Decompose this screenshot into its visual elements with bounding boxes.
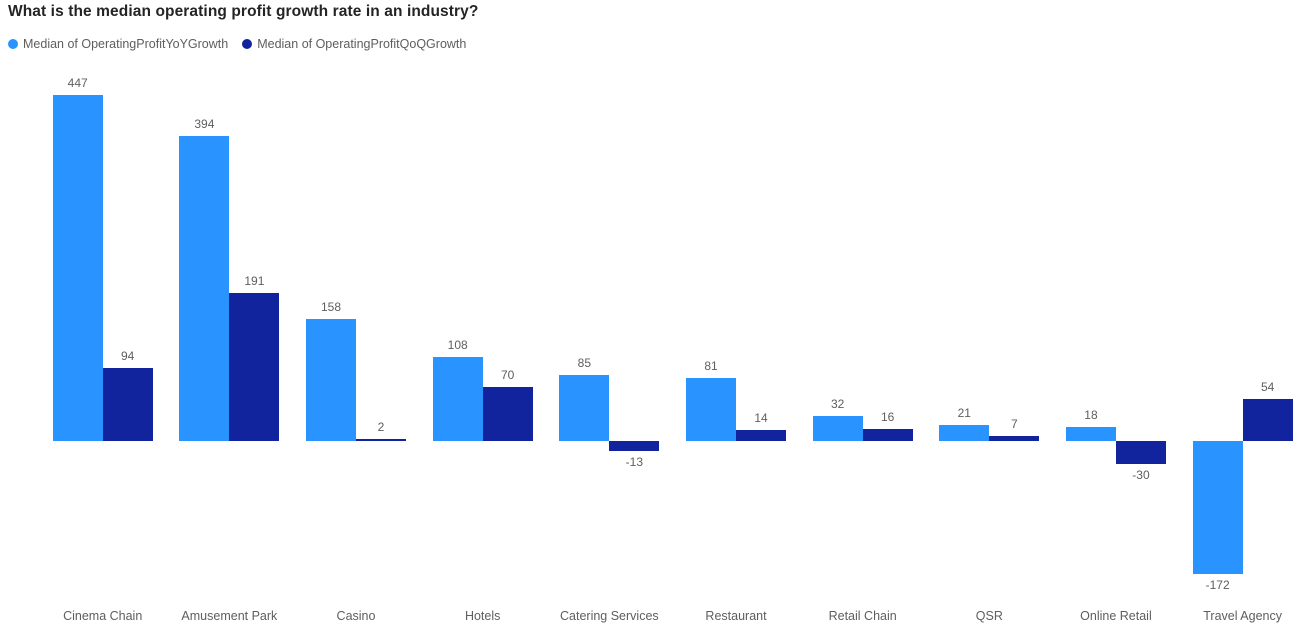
legend-label-yoy: Median of OperatingProfitYoYGrowth: [23, 37, 229, 51]
bar[interactable]: [862, 428, 913, 441]
bar[interactable]: [1192, 441, 1243, 575]
bar[interactable]: [306, 318, 357, 441]
chart-title: What is the median operating profit grow…: [8, 3, 479, 20]
bar[interactable]: [1115, 441, 1166, 465]
value-label: 447: [67, 75, 88, 90]
category-label: Cinema Chain: [63, 609, 143, 623]
value-label: 16: [880, 409, 895, 424]
value-label: 94: [121, 349, 135, 364]
bar[interactable]: [812, 416, 863, 441]
bar[interactable]: [432, 357, 483, 441]
bar[interactable]: [482, 386, 533, 441]
value-label: 394: [194, 117, 215, 131]
value-label: -13: [625, 455, 643, 470]
bar[interactable]: [229, 293, 280, 441]
bar[interactable]: [102, 368, 153, 441]
bar[interactable]: [609, 441, 660, 452]
category-label: Hotels: [464, 609, 501, 623]
value-label: 14: [754, 411, 768, 426]
value-label: 70: [500, 367, 515, 382]
value-label: -172: [1205, 578, 1230, 593]
legend-label-qoq: Median of OperatingProfitQoQGrowth: [257, 37, 467, 51]
value-label: 191: [244, 274, 265, 289]
bar[interactable]: [52, 94, 103, 441]
value-label: 85: [577, 356, 591, 371]
value-label: 7: [1010, 416, 1018, 431]
category-label: Travel Agency: [1203, 609, 1282, 623]
bar[interactable]: [686, 378, 736, 441]
legend-dot-qoq-icon: [242, 39, 253, 49]
value-label: 54: [1260, 380, 1275, 395]
category-label: Retail Chain: [828, 609, 897, 623]
category-label: Restaurant: [705, 609, 767, 623]
value-label: 2: [377, 420, 385, 435]
bar[interactable]: [736, 430, 786, 441]
chart-legend: Median of OperatingProfitYoYGrowth Media…: [8, 37, 466, 51]
value-label: 158: [321, 299, 342, 314]
bar[interactable]: [179, 136, 230, 441]
bar[interactable]: [356, 439, 407, 441]
value-label: -30: [1132, 468, 1150, 483]
category-label: Online Retail: [1080, 609, 1152, 623]
legend-dot-yoy-icon: [8, 39, 18, 49]
value-label: 18: [1084, 408, 1098, 423]
category-label: QSR: [975, 609, 1003, 623]
value-label: 21: [957, 405, 971, 420]
bar[interactable]: [989, 435, 1040, 441]
bar[interactable]: [559, 375, 610, 441]
value-label: 32: [830, 397, 845, 412]
category-label: Amusement Park: [181, 609, 278, 623]
value-label: 108: [447, 338, 468, 353]
bar[interactable]: [1242, 399, 1293, 441]
value-label: 81: [704, 359, 718, 374]
legend-item-yoy[interactable]: Median of OperatingProfitYoYGrowth: [8, 37, 228, 51]
bar[interactable]: [1065, 427, 1116, 441]
bar[interactable]: [939, 424, 990, 441]
category-label: Casino: [336, 609, 376, 623]
category-label: Catering Services: [560, 609, 659, 623]
legend-item-qoq[interactable]: Median of OperatingProfitQoQGrowth: [242, 37, 466, 51]
